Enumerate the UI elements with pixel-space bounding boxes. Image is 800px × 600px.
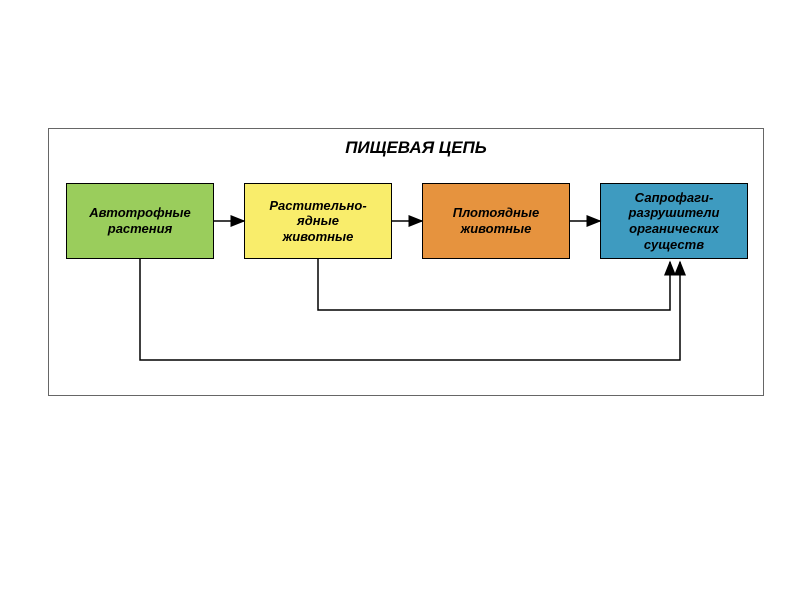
node-carnivores: Плотоядныеживотные (422, 183, 570, 259)
node-label: Сапрофаги-разрушителиорганическихсуществ (629, 190, 720, 252)
diagram-frame (48, 128, 764, 396)
node-label: Растительно-ядныеживотные (269, 198, 366, 245)
node-label: Автотрофныерастения (89, 205, 191, 236)
node-saprophages: Сапрофаги-разрушителиорганическихсуществ (600, 183, 748, 259)
node-label: Плотоядныеживотные (453, 205, 539, 236)
diagram-title: ПИЩЕВАЯ ЦЕПЬ (316, 138, 516, 158)
node-herbivores: Растительно-ядныеживотные (244, 183, 392, 259)
node-autotrophs: Автотрофныерастения (66, 183, 214, 259)
